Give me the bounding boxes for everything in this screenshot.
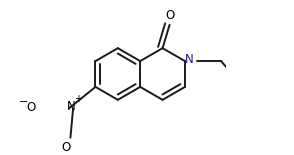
Text: +: + — [74, 94, 82, 104]
Text: O: O — [61, 141, 70, 154]
Text: N: N — [67, 100, 76, 113]
Text: −: − — [19, 97, 29, 107]
Text: O: O — [26, 101, 36, 114]
Text: N: N — [185, 53, 194, 66]
Text: O: O — [166, 9, 175, 22]
